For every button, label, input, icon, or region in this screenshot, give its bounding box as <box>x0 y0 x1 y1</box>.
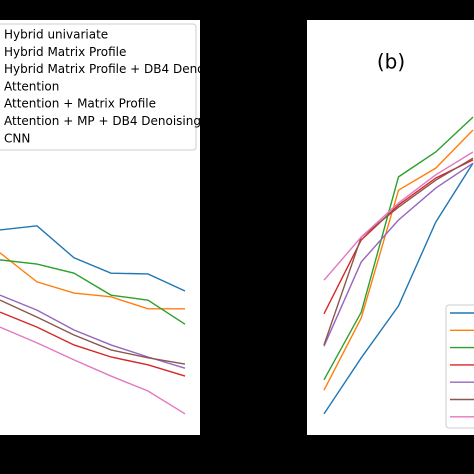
legend-label: CNN <box>4 131 30 145</box>
series-line <box>0 225 186 292</box>
series-line <box>323 116 474 381</box>
legend-label: Attention <box>4 79 59 93</box>
legend-label: Hybrid Matrix Profile <box>4 45 126 59</box>
legend-label: Attention + Matrix Profile <box>4 97 156 111</box>
series-line <box>0 299 186 365</box>
series-line <box>0 311 186 377</box>
legend-box <box>445 304 474 429</box>
legend-label: Hybrid Matrix Profile + DB4 Denoising <box>4 62 233 76</box>
series-line <box>323 157 474 346</box>
series-line <box>323 162 474 415</box>
chart-title: (b) <box>377 50 405 74</box>
series-line <box>323 159 474 315</box>
legend-box <box>0 23 197 151</box>
legend-label: Hybrid univariate <box>4 28 108 42</box>
series-line <box>323 151 474 281</box>
series-line <box>0 326 186 415</box>
series-line <box>323 129 474 391</box>
series-line <box>0 259 186 325</box>
series-line <box>0 252 185 310</box>
legend-label: Attention + MP + DB4 Denoising <box>4 114 201 128</box>
series-line <box>323 162 474 347</box>
